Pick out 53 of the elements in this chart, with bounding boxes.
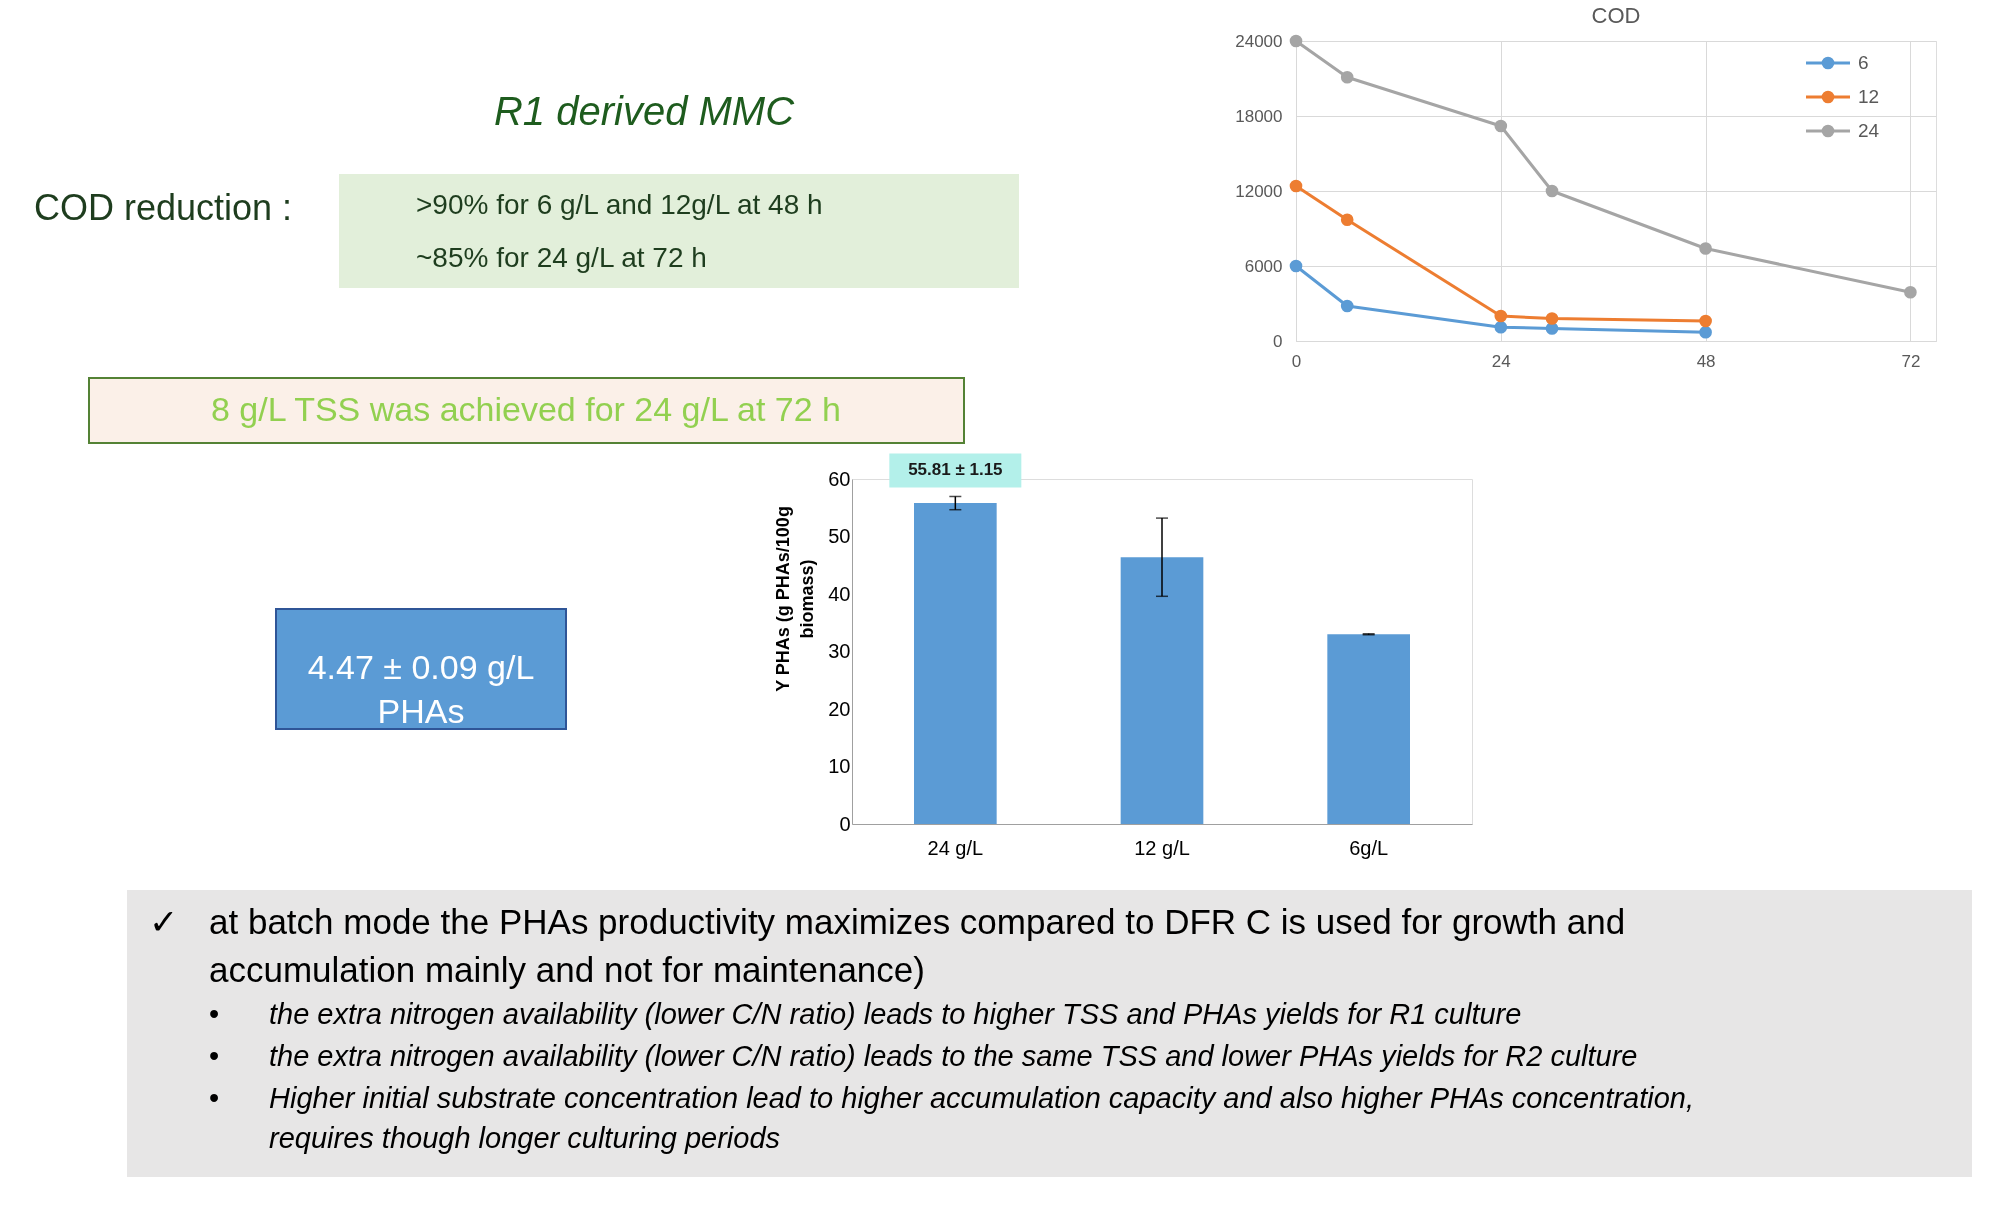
text: COD reduction : — [34, 187, 293, 228]
text: • Higher initial substrate concentration lead to higher accumulation capacity and also higher PHAs concentration, requires though longer culturing periods — [209, 1082, 1695, 1154]
point — [1289, 179, 1303, 193]
y-tick-label: 60 — [828, 467, 851, 490]
y-axis-title: Y PHAs (g PHAs/100g biomass) — [773, 506, 817, 692]
data-label: 55.81 ± 1.15 — [908, 460, 1003, 480]
x-tick-label: 24 g/L — [927, 836, 984, 859]
legend-label: 6 — [1858, 52, 1869, 73]
y-tick-label: 12000 — [1235, 181, 1283, 201]
text: 4.47 ± 0.09 g/L PHAs — [307, 648, 535, 730]
x-tick-label: 48 — [1696, 351, 1716, 371]
x-tick-label: 24 — [1491, 351, 1511, 371]
point — [1340, 213, 1354, 227]
point — [1904, 285, 1917, 299]
point — [1340, 299, 1354, 313]
text: 8 g/L TSS was achieved for 24 g/L at 72 h — [210, 390, 842, 428]
text: ✓ at batch mode the PHAs productivity maximizes compared to DFR C is used for growth and accumulation mainly and not for maintenance) — [149, 902, 1626, 989]
point — [1699, 242, 1712, 255]
text: ~85% for 24 g/L at 72 h — [416, 242, 707, 273]
point — [1545, 184, 1559, 198]
text: R1 derived MMC — [493, 89, 796, 133]
point — [1494, 320, 1508, 334]
bar — [1120, 557, 1204, 824]
y-tick-label: 20 — [828, 697, 851, 720]
point — [1494, 309, 1508, 323]
point — [1545, 312, 1559, 325]
y-tick-label: 0 — [1273, 331, 1283, 351]
y-tick-label: 24000 — [1235, 31, 1283, 51]
x-tick-label: 0 — [1291, 351, 1302, 371]
text: • the extra nitrogen availability (lower C/N ratio) leads to the same TSS and lower PHAs yields for R2 culture — [209, 1040, 1638, 1072]
y-tick-label: 18000 — [1235, 106, 1283, 126]
y-tick-label: 6000 — [1244, 256, 1283, 276]
point — [1289, 34, 1303, 48]
y-tick-label: 10 — [828, 755, 851, 777]
chart-title: COD — [1591, 3, 1641, 28]
bar — [1327, 634, 1410, 824]
point — [1340, 70, 1354, 84]
bar — [914, 503, 997, 824]
x-tick-label: 12 g/L — [1134, 836, 1190, 859]
point — [1699, 314, 1712, 328]
y-tick-label: 40 — [828, 582, 851, 605]
y-tick-label: 0 — [839, 812, 851, 835]
legend-label: 24 — [1858, 120, 1880, 141]
x-tick-label: 72 — [1901, 351, 1921, 371]
y-tick-label: 50 — [828, 525, 851, 547]
x-tick-label: 6g/L — [1349, 836, 1389, 859]
point — [1494, 119, 1508, 133]
point — [1699, 325, 1712, 339]
legend-label: 12 — [1858, 86, 1880, 107]
text: • the extra nitrogen availability (lower C/N ratio) leads to higher TSS and PHAs yields for R1 culture — [209, 998, 1522, 1030]
y-tick-label: 30 — [828, 640, 851, 662]
text: >90% for 6 g/L and 12g/L at 48 h — [416, 189, 823, 220]
point — [1289, 259, 1303, 273]
